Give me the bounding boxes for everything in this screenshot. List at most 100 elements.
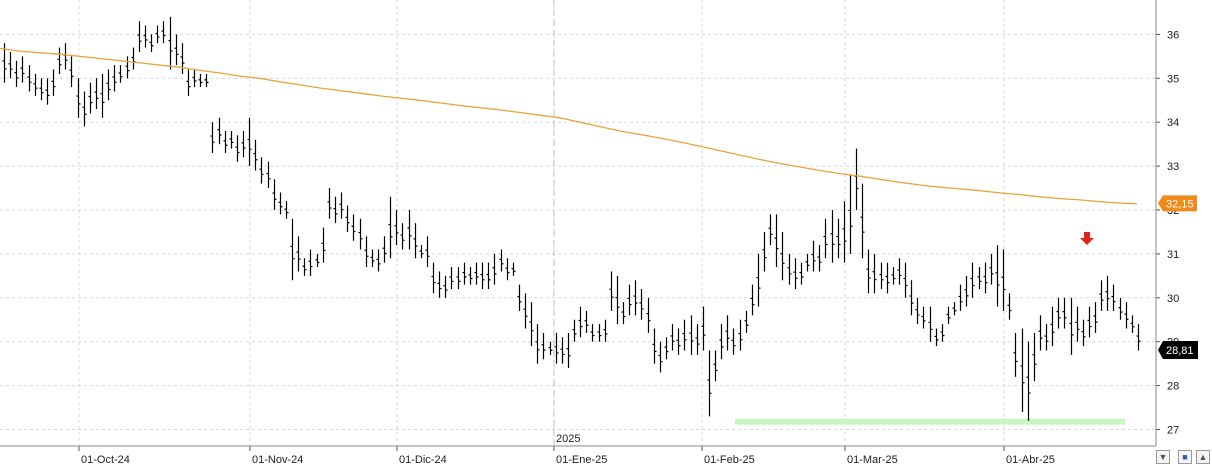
price-bar (419, 245, 424, 259)
price-bar (118, 65, 123, 83)
price-bar (39, 78, 44, 101)
price-bar (921, 306, 926, 329)
price-bar (511, 262, 516, 276)
y-tick-label: 28 (1167, 381, 1179, 393)
price-bar (958, 284, 963, 311)
price-bar (82, 91, 87, 127)
price-bar (1032, 332, 1037, 382)
price-bar (431, 262, 436, 294)
price-bar (296, 236, 301, 272)
price-bar (983, 262, 988, 294)
price-bars (2, 16, 1141, 421)
price-bar (946, 306, 951, 325)
price-bar (1062, 297, 1067, 329)
price-bar (315, 253, 320, 268)
price-bar (358, 218, 363, 250)
price-bar (45, 78, 50, 105)
year-label: 2025 (556, 433, 580, 445)
price-bar (1007, 293, 1012, 320)
price-bar (566, 332, 571, 369)
save-icon[interactable]: ■ (1178, 450, 1192, 464)
price-bar (143, 25, 148, 48)
price-bar (621, 302, 626, 325)
price-bar (529, 302, 534, 347)
price-bar (333, 196, 338, 224)
price-bar (597, 324, 602, 342)
price-bar (33, 73, 38, 96)
price-bar (149, 34, 154, 52)
price-bar (486, 262, 491, 290)
price-bar (756, 253, 761, 307)
price-bar (1026, 341, 1031, 421)
price-bar (1013, 332, 1018, 377)
price-bar (210, 122, 215, 153)
price-bar (523, 293, 528, 329)
price-bar (505, 258, 510, 281)
price-bar (449, 267, 454, 290)
price-bar (719, 324, 724, 360)
price-bar (548, 341, 553, 355)
price-bar (885, 262, 890, 294)
price-bar (456, 267, 461, 290)
price-bar (290, 218, 295, 281)
price-bar (69, 56, 74, 88)
ma-price-badge (1158, 195, 1197, 212)
price-bar (646, 297, 651, 333)
price-bar (995, 245, 1000, 307)
price-bar (817, 245, 822, 272)
price-bar (364, 236, 369, 268)
price-bar (578, 306, 583, 338)
price-bar (223, 130, 228, 153)
price-bar (217, 117, 222, 145)
price-bar (192, 69, 197, 88)
price-bar (20, 56, 25, 83)
price-bar (774, 214, 779, 268)
axes: 2728293031323334353601-Oct-2401-Nov-2401… (0, 0, 1179, 466)
price-bar (186, 69, 191, 96)
price-bar (866, 249, 871, 294)
price-bar (339, 192, 344, 219)
y-tick-label: 31 (1167, 249, 1179, 261)
price-bar (652, 328, 657, 364)
price-bar (76, 78, 81, 118)
price-bar (891, 267, 896, 285)
x-tick-label: 01-Dic-24 (399, 454, 447, 466)
price-bar (744, 310, 749, 333)
x-tick-label: 01-Ene-25 (556, 454, 607, 466)
price-bar (400, 223, 405, 250)
price-bar (499, 249, 504, 272)
price-bar (1069, 297, 1074, 355)
price-bar (94, 78, 99, 110)
price-bar (590, 324, 595, 342)
price-bar (842, 201, 847, 263)
ma-price-label: 32,15 (1166, 198, 1194, 210)
price-bar (125, 56, 130, 79)
price-bar (664, 337, 669, 360)
price-bar (174, 34, 179, 66)
price-bar (63, 43, 68, 70)
price-bar (848, 174, 853, 254)
price-bar (247, 117, 252, 167)
price-bar (872, 253, 877, 294)
price-bar (492, 253, 497, 285)
price-bar (8, 51, 13, 79)
last-price-badge (1158, 341, 1198, 360)
price-bar (750, 284, 755, 316)
chevron-up-icon[interactable]: ▲ (1196, 450, 1210, 464)
price-bar (308, 249, 313, 276)
price-bar (989, 253, 994, 285)
price-bar (131, 47, 136, 70)
price-bar (535, 324, 540, 364)
price-bar (970, 262, 975, 298)
chevron-down-icon[interactable]: ▼ (1156, 450, 1170, 464)
price-bar (27, 65, 32, 92)
price-bar (572, 319, 577, 342)
last-price-label: 28,81 (1166, 345, 1194, 357)
price-bar (860, 183, 865, 259)
price-bar (701, 306, 706, 351)
price-bar (787, 253, 792, 285)
price-bar (554, 332, 559, 364)
price-bar (266, 161, 271, 189)
